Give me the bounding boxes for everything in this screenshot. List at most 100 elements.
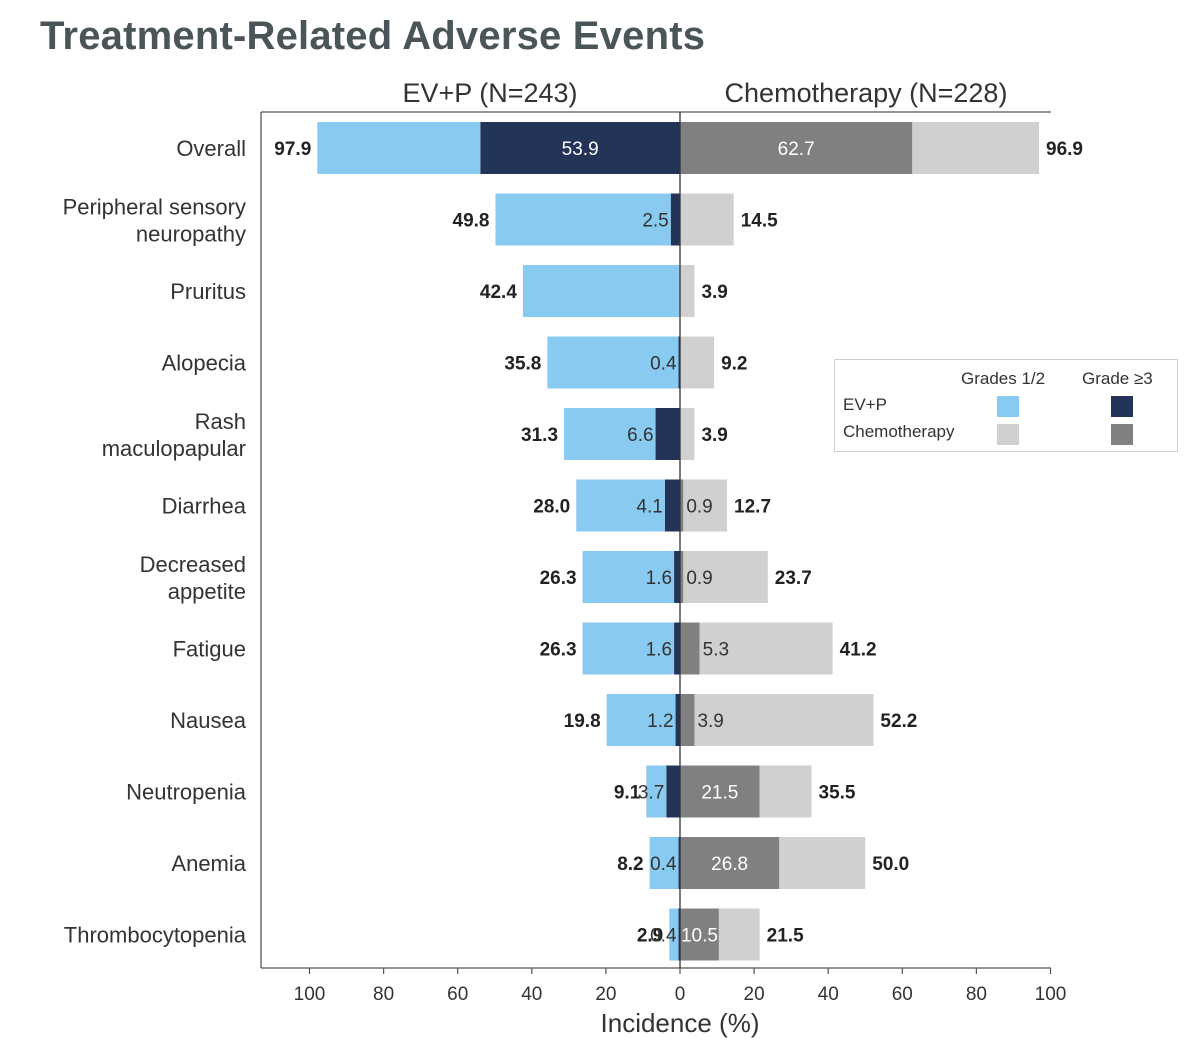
legend-header-grade-3: Grade ≥3 — [1082, 369, 1153, 388]
category-label-peripheral-sensory-neuropathy: Peripheral sensory neuropathy — [63, 195, 246, 247]
category-label-nausea: Nausea — [170, 708, 247, 733]
bar-chemo-grades12-diarrhea — [683, 479, 728, 532]
bar-evp-grade3-fatigue — [674, 622, 680, 675]
label-chemo-total-fatigue: 41.2 — [840, 640, 877, 661]
label-evp-grade3-decreased-appetite: 1.6 — [646, 568, 672, 589]
label-evp-total-peripheral-sensory-neuropathy: 49.8 — [453, 211, 490, 232]
category-label-alopecia: Alopecia — [162, 351, 247, 376]
bar-evp-grade3-decreased-appetite — [674, 551, 680, 603]
label-chemo-total-overall: 96.9 — [1046, 139, 1083, 160]
category-label-anemia: Anemia — [171, 851, 246, 876]
arm-label-chemotherapy: Chemotherapy (N=228) — [725, 78, 1008, 108]
label-chemo-grade3-fatigue: 5.3 — [703, 640, 729, 661]
label-evp-total-alopecia: 35.8 — [504, 354, 541, 375]
label-evp-total-diarrhea: 28.0 — [533, 497, 570, 518]
bar-chemo-grade3-neutropenia — [680, 765, 760, 818]
x-tick-label: 40 — [521, 984, 542, 1005]
x-tick-label: 20 — [744, 984, 765, 1005]
label-evp-grade3-diarrhea: 4.1 — [636, 497, 662, 518]
bar-evp-grade3-neutropenia — [666, 765, 680, 818]
label-evp-total-fatigue: 26.3 — [540, 640, 577, 661]
bar-evp-grade3-overall — [480, 122, 680, 174]
label-evp-total-thrombocytopenia: 2.9 — [637, 926, 663, 947]
label-chemo-total-diarrhea: 12.7 — [734, 497, 771, 518]
label-evp-grade3-fatigue: 1.6 — [646, 640, 672, 661]
bar-chemo-grade3-decreased-appetite — [680, 551, 684, 603]
x-tick-label: 20 — [595, 984, 616, 1005]
x-tick-label: 60 — [892, 984, 913, 1005]
legend-swatch-evp-grades-1-2 — [997, 396, 1019, 417]
label-evp-grade3-anemia: 0.4 — [650, 854, 677, 875]
label-evp-grade3-thrombocytopenia: 0.4 — [650, 926, 677, 947]
bar-evp-grade3-anemia — [678, 837, 680, 889]
chart-title: Treatment-Related Adverse Events — [40, 14, 706, 58]
label-chemo-grade3-neutropenia: 21.5 — [701, 783, 738, 804]
bar-evp-grade3-thrombocytopenia — [678, 908, 680, 961]
bar-chemo-grades12-thrombocytopenia — [718, 908, 760, 961]
legend-header-grades-1-2: Grades 1/2 — [961, 369, 1046, 388]
label-evp-total-pruritus: 42.4 — [480, 282, 517, 303]
category-label-pruritus: Pruritus — [170, 279, 246, 304]
label-evp-total-rash-maculopapular: 31.3 — [521, 425, 558, 446]
category-label-decreased-appetite: Decreased appetite — [140, 552, 246, 604]
label-chemo-total-neutropenia: 35.5 — [819, 783, 856, 804]
label-chemo-total-peripheral-sensory-neuropathy: 14.5 — [741, 211, 778, 232]
x-tick-label: 60 — [447, 984, 468, 1005]
x-tick-label: 40 — [818, 984, 839, 1005]
x-tick-label: 80 — [373, 984, 394, 1005]
bar-chemo-grade3-diarrhea — [680, 479, 684, 532]
label-chemo-grade3-thrombocytopenia: 10.5 — [681, 926, 718, 947]
label-chemo-total-thrombocytopenia: 21.5 — [767, 926, 804, 947]
bar-evp-grades12-thrombocytopenia — [669, 908, 679, 961]
x-tick-label: 100 — [1035, 984, 1067, 1005]
bar-chemo-grades12-rash-maculopapular — [680, 408, 695, 460]
x-axis-label: Incidence (%) — [601, 1008, 760, 1038]
label-evp-grade3-neutropenia: 3.7 — [638, 783, 664, 804]
label-chemo-grade3-decreased-appetite: 0.9 — [686, 568, 712, 589]
bar-chemo-grades12-decreased-appetite — [683, 551, 768, 603]
bar-evp-grades12-anemia — [649, 837, 679, 889]
bar-evp-grade3-peripheral-sensory-neuropathy — [670, 193, 680, 246]
legend-swatch-evp-grade-3 — [1111, 396, 1133, 417]
bar-evp-grades12-nausea — [606, 694, 676, 746]
bar-chemo-grades12-peripheral-sensory-neuropathy — [680, 193, 734, 246]
label-evp-grade3-overall: 53.9 — [562, 139, 599, 160]
label-chemo-total-anemia: 50.0 — [872, 854, 909, 875]
legend-row-chemotherapy: Chemotherapy — [843, 422, 955, 441]
bar-chemo-grade3-thrombocytopenia — [680, 908, 719, 961]
legend: Grades 1/2 Grade ≥3 EV+P Chemotherapy — [834, 359, 1178, 452]
bar-evp-grade3-alopecia — [678, 336, 680, 389]
category-label-fatigue: Fatigue — [173, 637, 246, 662]
x-tick-label: 80 — [966, 984, 987, 1005]
arm-label-evp: EV+P (N=243) — [402, 78, 577, 108]
bar-chemo-grades12-anemia — [779, 837, 866, 889]
bar-evp-grade3-rash-maculopapular — [655, 408, 680, 460]
bar-evp-grades12-peripheral-sensory-neuropathy — [495, 193, 671, 246]
category-label-overall: Overall — [176, 136, 246, 161]
bar-chemo-grades12-pruritus — [680, 265, 695, 317]
label-chemo-total-pruritus: 3.9 — [701, 282, 727, 303]
bar-chemo-grades12-neutropenia — [759, 765, 812, 818]
legend-swatch-chemotherapy-grade-3 — [1111, 424, 1133, 445]
x-tick-label: 100 — [294, 984, 326, 1005]
x-tick-label: 0 — [675, 984, 686, 1005]
label-chemo-total-nausea: 52.2 — [880, 711, 917, 732]
bar-evp-grades12-neutropenia — [646, 765, 667, 818]
label-evp-total-anemia: 8.2 — [617, 854, 643, 875]
bar-evp-grades12-diarrhea — [576, 479, 665, 532]
label-chemo-grade3-nausea: 3.9 — [697, 711, 723, 732]
label-evp-grade3-nausea: 1.2 — [647, 711, 673, 732]
label-evp-total-neutropenia: 9.1 — [614, 783, 641, 804]
label-evp-total-nausea: 19.8 — [564, 711, 601, 732]
bar-chemo-grade3-nausea — [680, 694, 695, 746]
legend-row-evp: EV+P — [843, 395, 887, 414]
bar-evp-grades12-pruritus — [522, 265, 680, 317]
bar-chemo-grade3-anemia — [680, 837, 780, 889]
label-evp-grade3-peripheral-sensory-neuropathy: 2.5 — [642, 211, 668, 232]
label-chemo-total-alopecia: 9.2 — [721, 354, 747, 375]
bar-chemo-grades12-overall — [912, 122, 1040, 174]
label-evp-total-overall: 97.9 — [274, 139, 311, 160]
label-evp-total-decreased-appetite: 26.3 — [540, 568, 577, 589]
label-chemo-total-rash-maculopapular: 3.9 — [701, 425, 727, 446]
